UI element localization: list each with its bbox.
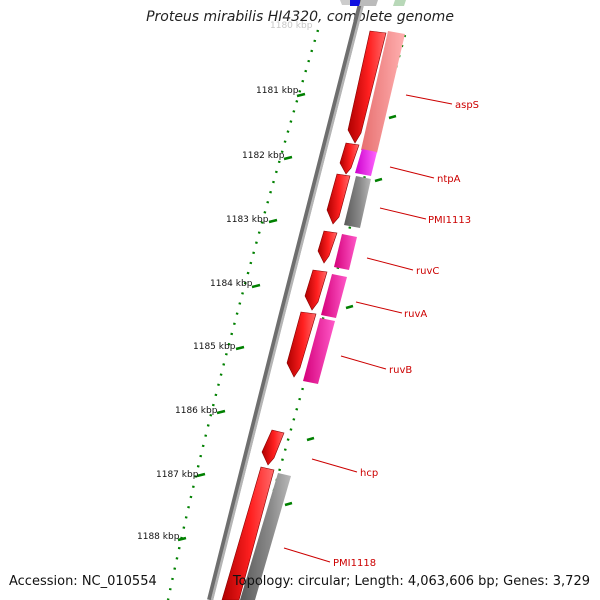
- cds-arrow-hcp: [261, 429, 285, 466]
- backbone-shadow: [207, 0, 365, 600]
- partial-feature: [393, 0, 406, 6]
- category-block-aspS: [361, 31, 405, 153]
- cds-arrow-PMI1118: [221, 466, 275, 600]
- gene-label-ruvA[interactable]: ruvA: [404, 309, 427, 320]
- gene-label-ruvC[interactable]: ruvC: [416, 266, 439, 277]
- tick-label: 1186 kbp: [175, 406, 218, 416]
- category-block-ruvA: [321, 274, 347, 318]
- inner-dotted-track: [166, 29, 320, 600]
- leader-line-PMI1118: [283, 547, 331, 563]
- leader-line-ruvC: [366, 257, 414, 271]
- top-features: [340, 0, 406, 6]
- category-block-PMI1113: [344, 176, 371, 228]
- category-track: [240, 31, 405, 600]
- leader-line-ntpA: [389, 166, 435, 179]
- tick-mark: [177, 536, 187, 542]
- leader-line-aspS: [405, 94, 453, 105]
- cds-track: [221, 30, 387, 600]
- tick-label: 1183 kbp: [226, 215, 269, 225]
- tick-mark: [345, 304, 354, 310]
- gene-label-ntpA[interactable]: ntpA: [437, 174, 461, 185]
- tick-labels: 1180 kbp 1181 kbp 1182 kbp 1183 kbp 1184…: [137, 21, 313, 542]
- tick-mark: [374, 177, 383, 183]
- tick-label: 1180 kbp: [270, 21, 313, 31]
- gene-labels: aspS ntpA PMI1113 ruvC ruvA ruvB hcp PMI…: [333, 100, 479, 569]
- tick-label: 1181 kbp: [256, 86, 299, 96]
- label-lines: [283, 94, 453, 563]
- cds-arrow-aspS: [347, 30, 387, 144]
- tick-mark: [306, 436, 315, 442]
- gene-label-PMI1118[interactable]: PMI1118: [333, 558, 376, 569]
- category-block-ruvC: [334, 234, 357, 270]
- category-block-PMI1118: [240, 473, 291, 600]
- tick-label: 1188 kbp: [137, 532, 180, 542]
- tick-mark: [388, 114, 397, 120]
- outer-tick-marks: [284, 114, 397, 507]
- accession-text: Accession: NC_010554: [9, 574, 157, 589]
- leader-line-hcp: [311, 458, 358, 473]
- category-block-ntpA: [355, 149, 377, 176]
- gene-label-aspS[interactable]: aspS: [455, 100, 479, 111]
- tick-label: 1187 kbp: [156, 470, 199, 480]
- tick-label: 1184 kbp: [210, 279, 253, 289]
- tick-label: 1185 kbp: [193, 342, 236, 352]
- genome-summary-text: Topology: circular; Length: 4,063,606 bp…: [232, 574, 590, 589]
- leader-line-ruvB: [340, 355, 387, 370]
- tick-mark: [216, 409, 226, 415]
- leader-line-ruvA: [355, 301, 403, 314]
- leader-line-PMI1113: [379, 207, 427, 220]
- tick-mark: [296, 92, 306, 98]
- gene-label-PMI1113[interactable]: PMI1113: [428, 215, 471, 226]
- map-title: Proteus mirabilis HI4320, complete genom…: [146, 9, 454, 25]
- cds-arrow-ruvC: [317, 230, 338, 264]
- cds-arrow-ntpA: [339, 142, 360, 175]
- cds-arrow-ruvB: [286, 311, 317, 378]
- tick-mark: [251, 283, 261, 289]
- tick-label: 1182 kbp: [242, 151, 285, 161]
- cds-arrow-PMI1113: [326, 173, 351, 225]
- partial-feature: [359, 0, 378, 6]
- backbone: [210, 0, 366, 600]
- category-block-ruvB: [303, 318, 335, 384]
- cds-arrow-ruvA: [304, 269, 328, 311]
- blue-feature: [350, 0, 360, 6]
- tick-mark: [268, 218, 278, 224]
- gene-label-ruvB[interactable]: ruvB: [389, 365, 412, 376]
- tick-mark: [284, 501, 293, 507]
- gene-label-hcp[interactable]: hcp: [360, 468, 378, 479]
- tick-mark: [196, 472, 206, 478]
- tick-marks: [177, 92, 306, 542]
- tick-mark: [283, 155, 293, 161]
- tick-mark: [235, 345, 245, 351]
